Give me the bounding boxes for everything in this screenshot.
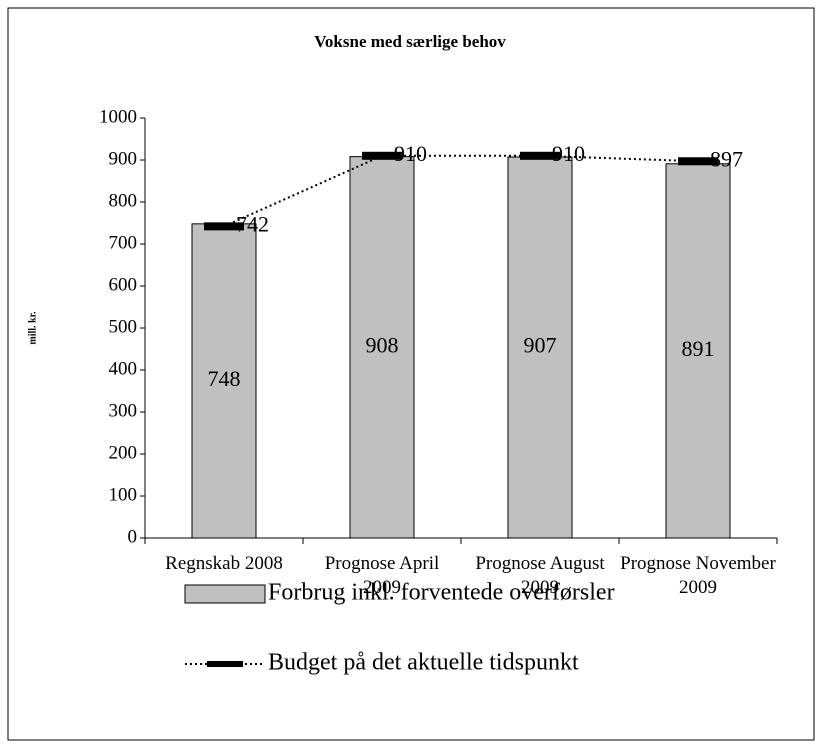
y-tick-label: 200 — [109, 442, 138, 463]
y-tick-label: 900 — [109, 148, 138, 169]
y-tick-label: 100 — [109, 484, 138, 505]
y-axis-label: mill. kr. — [27, 311, 38, 345]
legend-swatch-marker — [207, 661, 243, 667]
bar-value-label: 908 — [366, 332, 399, 357]
y-tick-label: 800 — [109, 190, 138, 211]
y-tick-label: 500 — [109, 316, 138, 337]
bar-value-label: 907 — [524, 333, 557, 358]
x-tick-label: Prognose August 2009 — [475, 553, 605, 598]
line-value-label: 910 — [552, 141, 585, 166]
y-tick-label: 700 — [109, 232, 138, 253]
x-tick-label: Prognose April 2009 — [324, 553, 440, 598]
line-value-label: 910 — [394, 141, 427, 166]
bar-value-label: 891 — [682, 336, 715, 361]
y-tick-label: 400 — [109, 358, 138, 379]
chart-title: Voksne med særlige behov — [314, 32, 506, 51]
legend-label: Budget på det aktuelle tidspunkt — [268, 650, 579, 676]
line-marker — [362, 151, 402, 160]
bar — [507, 156, 573, 539]
y-tick-label: 0 — [128, 526, 138, 547]
x-tick-label: Regnskab 2008 — [165, 553, 283, 574]
line — [223, 154, 699, 228]
y-tick-label: 600 — [109, 274, 138, 295]
line-value-label: 897 — [710, 146, 743, 171]
y-tick-label: 1000 — [99, 106, 137, 127]
bar — [665, 163, 731, 539]
line-marker — [520, 151, 560, 160]
y-tick-label: 300 — [109, 400, 138, 421]
line-value-label: 742 — [236, 211, 269, 236]
line-marker — [204, 222, 244, 231]
legend-swatch — [184, 584, 266, 604]
x-tick-label: Prognose November 2009 — [620, 553, 776, 598]
line-marker — [678, 157, 718, 166]
legend-label: Forbrug inkl. forventede overførsler — [268, 580, 615, 606]
bar-value-label: 748 — [208, 366, 241, 391]
